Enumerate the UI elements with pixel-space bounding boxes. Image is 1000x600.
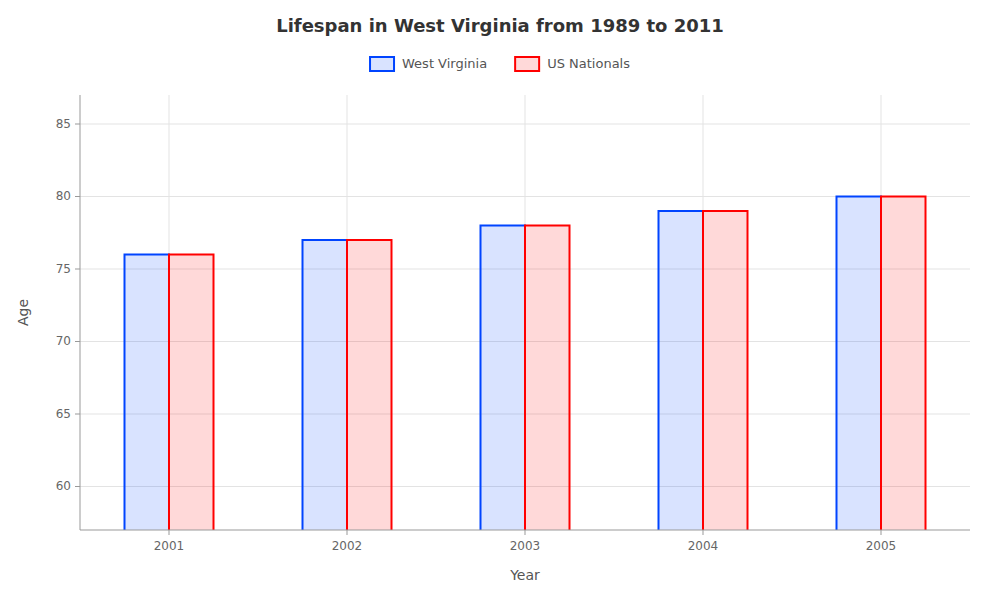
x-tick-label: 2001 xyxy=(154,539,185,553)
x-tick-label: 2003 xyxy=(510,539,541,553)
y-tick-label: 80 xyxy=(56,189,71,203)
bar xyxy=(703,211,748,530)
legend-label: West Virginia xyxy=(402,56,487,71)
bar xyxy=(169,255,214,531)
y-tick xyxy=(75,124,80,125)
series xyxy=(169,197,926,531)
bar xyxy=(525,226,570,531)
legend-swatch xyxy=(515,57,539,71)
bar xyxy=(347,240,392,530)
y-tick-label: 60 xyxy=(56,479,71,493)
series xyxy=(125,197,882,531)
legend-item: West Virginia xyxy=(370,56,487,72)
x-tick xyxy=(525,530,526,535)
legend: West Virginia US Nationals xyxy=(370,56,630,72)
legend-label: US Nationals xyxy=(547,56,630,71)
y-tick xyxy=(75,269,80,270)
chart-container: 60 65 70 75 80 85 2001 2002 2003 2004 2005 Year Age L… xyxy=(0,0,1000,600)
axes: 60 65 70 75 80 85 2001 2002 2003 2004 2005 xyxy=(56,95,970,553)
bars xyxy=(125,197,926,531)
x-tick xyxy=(347,530,348,535)
title: Lifespan in West Virginia from 1989 to 2… xyxy=(276,15,724,36)
bar xyxy=(659,211,704,530)
bar xyxy=(303,240,348,530)
y-tick xyxy=(75,341,80,342)
y-tick xyxy=(75,414,80,415)
x-axis-label: Year xyxy=(509,567,540,583)
x-tick-label: 2004 xyxy=(688,539,719,553)
y-tick-label: 70 xyxy=(56,334,71,348)
legend-swatch xyxy=(370,57,394,71)
x-tick xyxy=(169,530,170,535)
y-tick-label: 65 xyxy=(56,407,71,421)
y-axis-line xyxy=(80,95,81,530)
x-tick xyxy=(881,530,882,535)
bar xyxy=(125,255,170,531)
legend-item: US Nationals xyxy=(515,56,630,72)
x-tick-label: 2005 xyxy=(866,539,897,553)
x-tick xyxy=(703,530,704,535)
x-tick-label: 2002 xyxy=(332,539,363,553)
bar xyxy=(481,226,526,531)
y-tick xyxy=(75,196,80,197)
y-tick-label: 85 xyxy=(56,117,71,131)
bar xyxy=(837,197,882,531)
bar xyxy=(881,197,926,531)
y-tick-label: 75 xyxy=(56,262,71,276)
y-axis-label: Age xyxy=(15,299,31,326)
y-tick xyxy=(75,486,80,487)
chart: 60 65 70 75 80 85 2001 2002 2003 2004 2005 Year Age L… xyxy=(0,0,1000,600)
